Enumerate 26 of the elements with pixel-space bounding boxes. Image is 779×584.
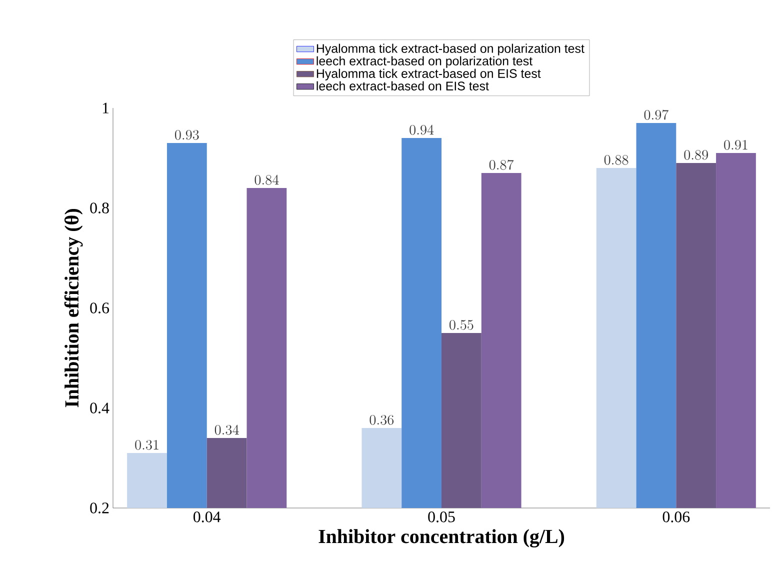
- legend-label: leech extract-based on EIS test: [316, 81, 489, 90]
- data-label: 0.84: [254, 174, 279, 185]
- data-label: 0.94: [410, 124, 434, 135]
- data-label: 0.89: [684, 150, 708, 160]
- y-axis-title: Inhibition efficiency (θ): [64, 209, 83, 408]
- data-label: 0.36: [370, 414, 394, 425]
- data-label: 0.93: [175, 130, 199, 140]
- data-label: 0.31: [135, 440, 158, 450]
- x-tick-label: 0.04: [194, 512, 221, 522]
- data-label: 0.91: [724, 140, 748, 150]
- legend-label: Hyalomma tick extract-based on EIS test: [316, 68, 541, 80]
- x-tick-label: 0.06: [662, 512, 690, 522]
- x-tick-label: 0.05: [428, 512, 455, 522]
- legend-label: Hyalomma tick extract-based on polarization test: [316, 44, 584, 56]
- legend-label: leech extract-based on polarization test: [316, 56, 532, 68]
- data-label: 0.88: [604, 154, 628, 165]
- data-label: 0.55: [450, 320, 474, 330]
- y-tick-label: 0.8: [90, 202, 109, 214]
- y-tick-label: 1: [102, 102, 109, 114]
- y-tick-label: 0.4: [90, 402, 110, 414]
- data-label: 0.97: [644, 110, 668, 120]
- y-tick-label: 0.6: [90, 302, 110, 314]
- x-axis-title: Inhibitor concentration (g/L): [318, 529, 564, 548]
- y-tick-label: 0.2: [90, 502, 109, 514]
- data-label: 0.34: [214, 424, 239, 435]
- data-label: 0.87: [489, 160, 514, 170]
